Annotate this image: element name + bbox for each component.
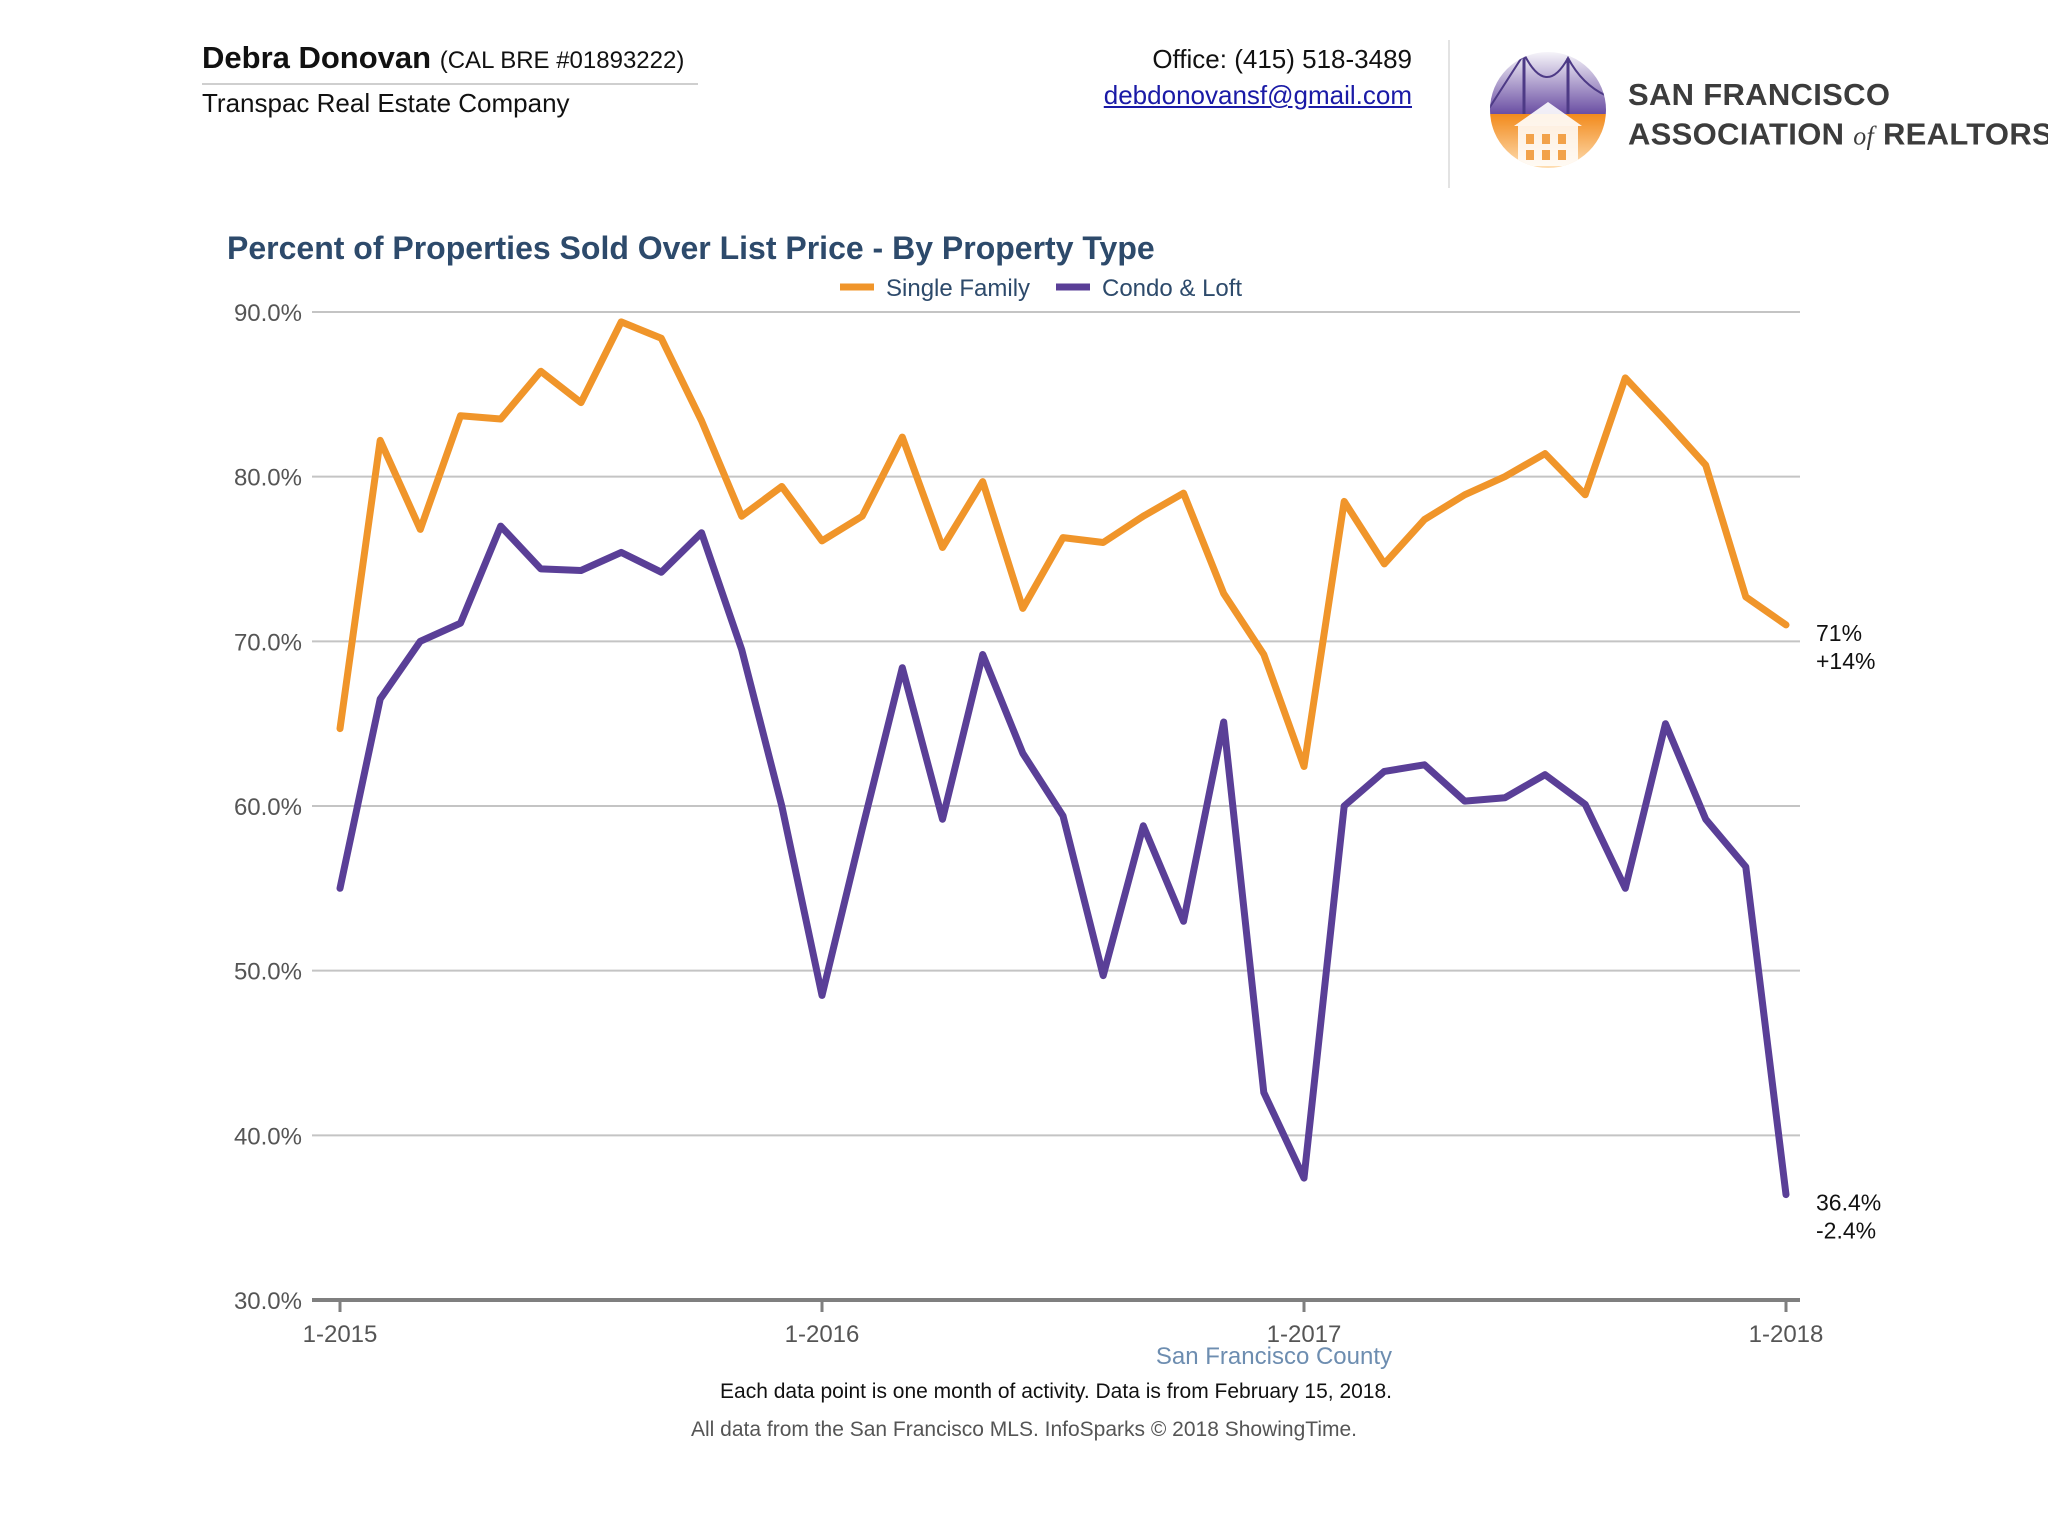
office-phone: Office: (415) 518-3489: [1152, 44, 1412, 74]
sfar-wordmark-line1: SAN FRANCISCO: [1628, 77, 1891, 112]
y-tick-label: 50.0%: [234, 959, 302, 986]
y-tick-label: 80.0%: [234, 465, 302, 492]
agent-name-text: Debra Donovan: [202, 40, 432, 75]
series-line-single-family: [336, 318, 1790, 770]
sfar-logo-icon: [1490, 52, 1606, 168]
data-source: All data from the San Francisco MLS. Inf…: [690, 1418, 1357, 1441]
sfar-wordmark-line2: ASSOCIATION of REALTORS®: [1628, 112, 2048, 153]
region-label: San Francisco County: [1155, 1343, 1392, 1370]
end-label-change: +14%: [1816, 648, 1875, 674]
data-note: Each data point is one month of activity…: [720, 1380, 1392, 1403]
series-line-condo-loft: [336, 522, 1790, 1199]
legend-single-family-label: Single Family: [886, 275, 1030, 302]
legend-condo-loft-label: Condo & Loft: [1102, 275, 1242, 302]
y-tick-label: 60.0%: [234, 794, 302, 821]
x-tick-label: 1-2017: [1267, 1321, 1342, 1348]
end-label-value: 71%: [1816, 620, 1862, 646]
agent-license: (CAL BRE #01893222): [439, 47, 685, 74]
agent-underline-divider: [202, 83, 698, 85]
agent-company: Transpac Real Estate Company: [202, 88, 570, 118]
sfar-wordmark-association: ASSOCIATION: [1628, 116, 1845, 152]
x-tick-label: 1-2018: [1749, 1321, 1824, 1348]
chart-title: Percent of Properties Sold Over List Pri…: [227, 230, 1155, 266]
x-tick-label: 1-2015: [303, 1321, 378, 1348]
end-label-value: 36.4%: [1816, 1190, 1881, 1216]
x-tick-label: 1-2016: [785, 1321, 860, 1348]
sfar-wordmark-realtors: REALTORS: [1882, 116, 2048, 152]
sfar-wordmark: SAN FRANCISCO ASSOCIATION of REALTORS®: [1628, 78, 2048, 153]
sfar-wordmark-of: of: [1853, 121, 1875, 151]
y-tick-label: 40.0%: [234, 1123, 302, 1150]
y-tick-label: 70.0%: [234, 629, 302, 656]
y-tick-label: 90.0%: [234, 300, 302, 327]
header-divider: [1448, 40, 1450, 188]
y-tick-label: 30.0%: [234, 1288, 302, 1315]
agent-email-link[interactable]: debdonovansf@gmail.com: [1103, 80, 1412, 110]
agent-name: Debra Donovan (CAL BRE #01893222): [202, 40, 684, 76]
end-label-change: -2.4%: [1816, 1218, 1876, 1244]
